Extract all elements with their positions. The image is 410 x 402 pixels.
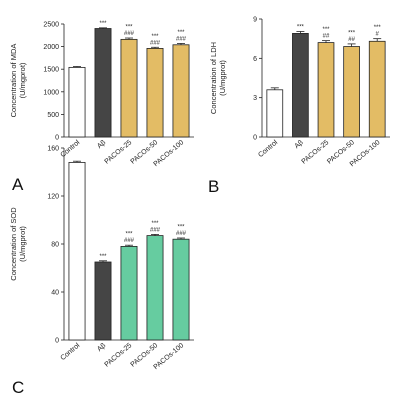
bar — [120, 245, 138, 341]
significance-label: *** — [177, 225, 185, 231]
significance-label: *** — [151, 34, 159, 40]
y-axis-title: (U/mgprot) — [218, 60, 227, 96]
y-axis-title: (U/mgprot) — [18, 226, 27, 262]
significance-label: ## — [348, 37, 355, 43]
significance-label: ### — [176, 36, 187, 42]
significance-label: *** — [177, 30, 185, 36]
significance-label: *** — [348, 30, 356, 36]
y-tick-label: 0 — [253, 135, 257, 142]
chart-panel-A: 0 500 1000 1500 2000 2500 Concentration of MDA… — [9, 21, 194, 194]
significance-label: *** — [99, 254, 107, 260]
x-tick-label: Control — [257, 139, 279, 159]
x-tick-label: Aβ — [96, 342, 107, 353]
bar — [146, 235, 164, 341]
y-tick-label: 80 — [51, 242, 59, 249]
y-tick-label: 1000 — [43, 89, 59, 96]
x-tick-label: PACOs-25 — [104, 342, 134, 369]
significance-label: ### — [150, 227, 161, 233]
chart-panel-C: 0 40 80 120 160 Concentration of SOD (U/mgprot… — [9, 146, 194, 397]
significance-label: ### — [124, 238, 135, 244]
significance-label: *** — [151, 221, 159, 227]
bar — [266, 89, 284, 138]
y-tick-label: 3 — [253, 95, 257, 102]
y-tick-label: 2000 — [43, 44, 59, 51]
bar — [94, 261, 112, 341]
significance-label: *** — [322, 27, 330, 33]
panel-label: C — [12, 378, 24, 397]
significance-label: *** — [297, 24, 305, 30]
bar — [146, 48, 164, 138]
bar — [94, 28, 112, 138]
bar — [172, 238, 190, 341]
y-tick-label: 40 — [51, 290, 59, 297]
bar — [120, 38, 138, 138]
x-tick-label: PACOs-25 — [104, 139, 134, 166]
significance-label: *** — [125, 25, 133, 31]
significance-label: # — [376, 32, 380, 38]
x-tick-label: Control — [59, 342, 81, 362]
panel-label: B — [208, 177, 219, 196]
bar — [292, 33, 309, 138]
bar — [317, 42, 335, 138]
significance-label: ### — [124, 31, 135, 37]
y-axis-title: (U/mgprot) — [18, 62, 27, 98]
y-tick-label: 1500 — [43, 67, 59, 74]
bar — [343, 46, 360, 138]
bar — [368, 40, 386, 138]
y-tick-label: 0 — [55, 338, 59, 345]
y-tick-label: 0 — [55, 135, 59, 142]
y-axis-title: Concentration of LDH — [209, 42, 218, 114]
significance-label: *** — [125, 232, 133, 238]
x-tick-label: Aβ — [96, 139, 107, 150]
bar — [172, 44, 190, 138]
significance-label: *** — [99, 21, 107, 27]
y-axis-title: Concentration of MDA — [9, 44, 18, 118]
x-tick-label: Control — [59, 139, 81, 159]
x-tick-label: PACOs-25 — [301, 139, 331, 166]
x-tick-label: Aβ — [294, 139, 305, 150]
bar — [68, 66, 86, 138]
y-axis-title: Concentration of SOD — [9, 207, 18, 281]
panel-label: A — [12, 175, 24, 194]
bar — [68, 161, 86, 341]
significance-label: ### — [176, 231, 187, 237]
y-tick-label: 160 — [47, 146, 59, 153]
y-tick-label: 2500 — [43, 22, 59, 29]
significance-label: ## — [323, 34, 330, 40]
significance-label: *** — [374, 25, 382, 31]
y-tick-label: 9 — [253, 17, 257, 24]
chart-panel-B: 0 3 6 9 Concentration of LDH (U/mgprot) Contro… — [208, 17, 390, 196]
y-tick-label: 120 — [47, 194, 59, 201]
y-tick-label: 500 — [47, 112, 59, 119]
significance-label: ### — [150, 40, 161, 46]
y-tick-label: 6 — [253, 56, 257, 63]
